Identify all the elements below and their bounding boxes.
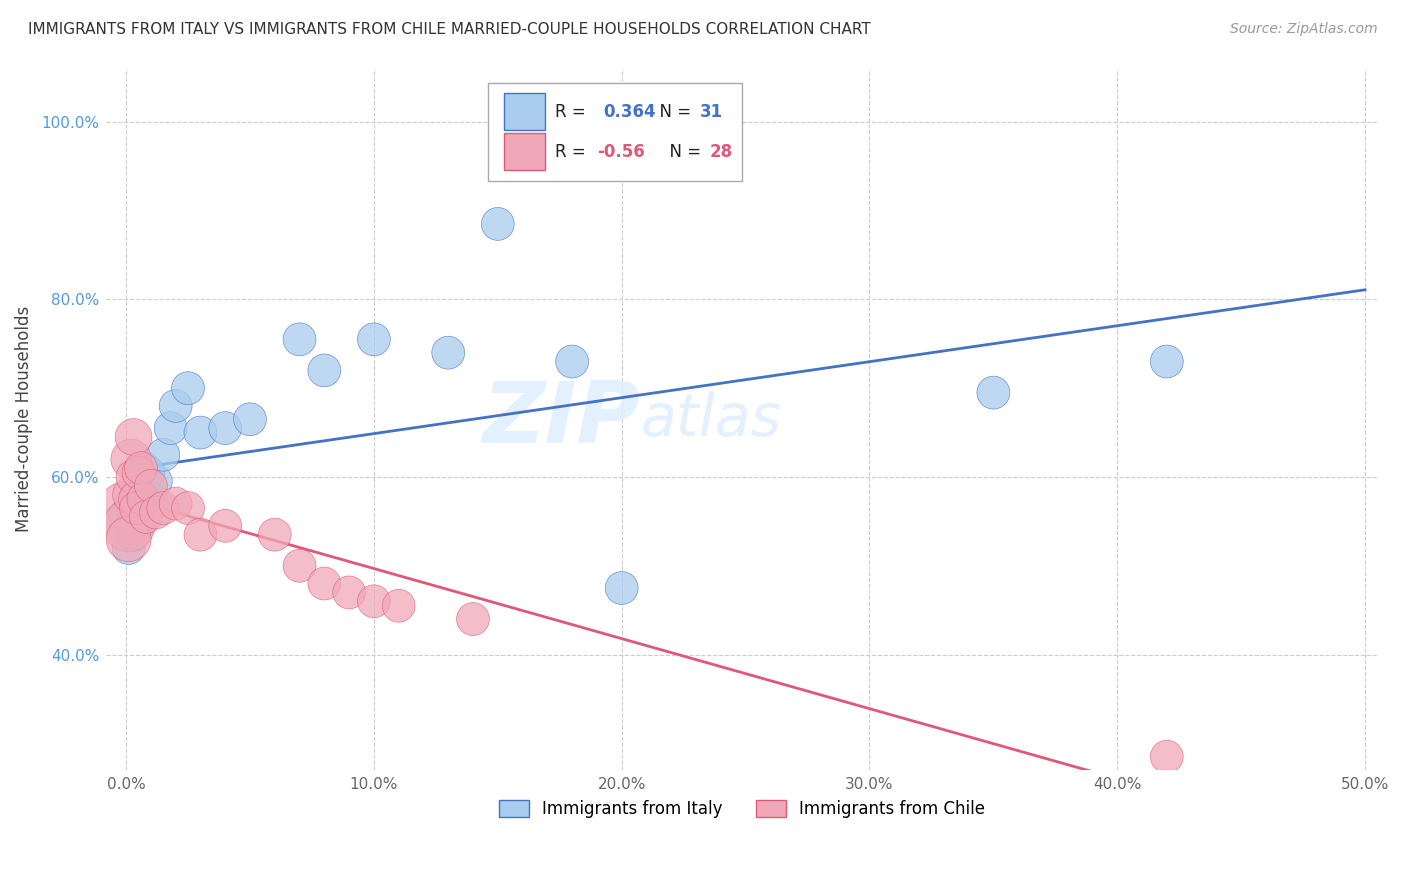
- Point: [363, 332, 385, 346]
- Point: [120, 518, 142, 533]
- Point: [129, 501, 152, 516]
- Point: [314, 363, 336, 377]
- Point: [1156, 749, 1178, 764]
- Point: [135, 510, 157, 524]
- Legend: Immigrants from Italy, Immigrants from Chile: Immigrants from Italy, Immigrants from C…: [492, 793, 991, 825]
- Point: [288, 332, 311, 346]
- Point: [190, 527, 212, 541]
- Point: [127, 466, 149, 480]
- Text: N =: N =: [659, 143, 707, 161]
- Point: [129, 461, 152, 475]
- Point: [165, 399, 187, 413]
- Point: [120, 497, 142, 511]
- Point: [561, 354, 583, 368]
- Point: [138, 466, 160, 480]
- FancyBboxPatch shape: [505, 134, 546, 170]
- Point: [139, 479, 162, 493]
- Point: [145, 506, 167, 520]
- Text: 31: 31: [700, 103, 723, 120]
- Point: [263, 527, 285, 541]
- Point: [486, 217, 509, 231]
- Point: [117, 541, 139, 555]
- Point: [214, 518, 236, 533]
- Text: Source: ZipAtlas.com: Source: ZipAtlas.com: [1230, 22, 1378, 37]
- Point: [214, 421, 236, 435]
- Point: [165, 497, 187, 511]
- Point: [127, 488, 149, 502]
- Text: N =: N =: [650, 103, 696, 120]
- Point: [122, 527, 145, 541]
- Text: ZIP: ZIP: [482, 377, 640, 461]
- Point: [388, 599, 411, 613]
- Text: atlas: atlas: [640, 391, 782, 448]
- Point: [120, 488, 142, 502]
- Text: R =: R =: [555, 103, 596, 120]
- Text: -0.56: -0.56: [598, 143, 645, 161]
- Point: [1156, 354, 1178, 368]
- Point: [152, 448, 174, 462]
- Point: [117, 510, 139, 524]
- Point: [139, 492, 162, 507]
- Point: [152, 501, 174, 516]
- Point: [125, 501, 148, 516]
- Point: [117, 506, 139, 520]
- Point: [122, 506, 145, 520]
- Point: [239, 412, 262, 426]
- Point: [120, 452, 142, 467]
- Point: [132, 492, 155, 507]
- Point: [461, 612, 484, 626]
- Point: [177, 501, 200, 516]
- Point: [117, 532, 139, 546]
- Point: [125, 510, 148, 524]
- Y-axis label: Married-couple Households: Married-couple Households: [15, 306, 32, 533]
- Point: [132, 461, 155, 475]
- Point: [145, 475, 167, 489]
- Point: [983, 385, 1005, 400]
- Point: [122, 470, 145, 484]
- Text: 0.364: 0.364: [603, 103, 657, 120]
- Point: [363, 594, 385, 608]
- Point: [122, 430, 145, 444]
- Text: R =: R =: [555, 143, 591, 161]
- Point: [314, 576, 336, 591]
- Text: 28: 28: [710, 143, 733, 161]
- Point: [337, 585, 360, 599]
- Point: [117, 518, 139, 533]
- Point: [610, 581, 633, 595]
- Point: [190, 425, 212, 440]
- Point: [125, 501, 148, 516]
- Point: [159, 421, 181, 435]
- Point: [135, 470, 157, 484]
- Point: [437, 345, 460, 359]
- Point: [288, 558, 311, 573]
- FancyBboxPatch shape: [505, 94, 546, 130]
- Point: [125, 492, 148, 507]
- Text: IMMIGRANTS FROM ITALY VS IMMIGRANTS FROM CHILE MARRIED-COUPLE HOUSEHOLDS CORRELA: IMMIGRANTS FROM ITALY VS IMMIGRANTS FROM…: [28, 22, 870, 37]
- Point: [177, 381, 200, 395]
- FancyBboxPatch shape: [488, 83, 742, 181]
